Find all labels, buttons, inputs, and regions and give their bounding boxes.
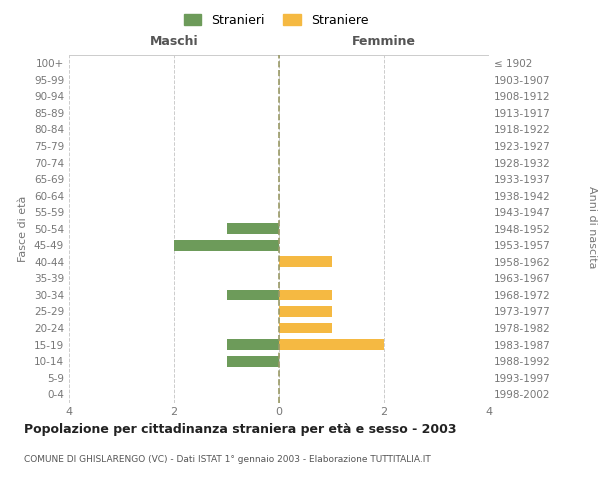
- Bar: [174, 240, 279, 250]
- Text: Popolazione per cittadinanza straniera per età e sesso - 2003: Popolazione per cittadinanza straniera p…: [24, 422, 457, 436]
- Bar: [227, 356, 279, 366]
- Bar: [279, 339, 384, 350]
- Bar: [279, 256, 331, 267]
- Bar: [279, 290, 331, 300]
- Text: Maschi: Maschi: [149, 36, 199, 49]
- Bar: [227, 339, 279, 350]
- Legend: Stranieri, Straniere: Stranieri, Straniere: [179, 8, 373, 32]
- Y-axis label: Fasce di età: Fasce di età: [19, 196, 28, 262]
- Bar: [279, 306, 331, 317]
- Bar: [279, 322, 331, 334]
- Text: COMUNE DI GHISLARENGO (VC) - Dati ISTAT 1° gennaio 2003 - Elaborazione TUTTITALI: COMUNE DI GHISLARENGO (VC) - Dati ISTAT …: [24, 455, 431, 464]
- Bar: [227, 224, 279, 234]
- Text: Anni di nascita: Anni di nascita: [587, 186, 597, 269]
- Text: Femmine: Femmine: [352, 36, 416, 49]
- Bar: [227, 290, 279, 300]
